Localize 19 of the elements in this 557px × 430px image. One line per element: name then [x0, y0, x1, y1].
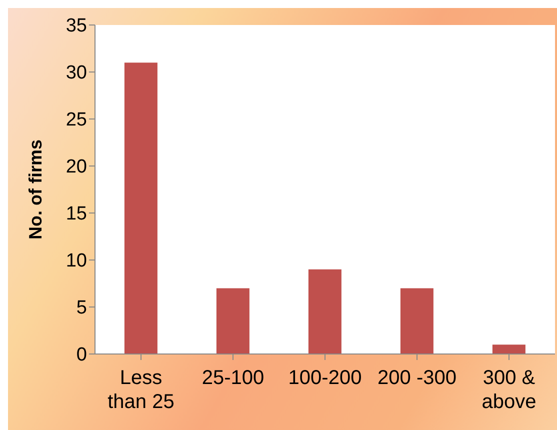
bar: [216, 288, 250, 354]
y-tick-label: 15: [66, 204, 87, 225]
bar: [124, 62, 158, 354]
y-tick-label: 5: [76, 298, 87, 319]
y-tick-label: 25: [66, 110, 87, 131]
x-tick-label: 300 & above: [482, 367, 536, 413]
bar: [308, 269, 342, 354]
y-tick-label: 35: [66, 16, 87, 37]
y-axis-title: No. of firms: [25, 139, 46, 240]
y-tick-label: 30: [66, 62, 87, 84]
x-tick-label: 200 -300: [378, 367, 456, 389]
y-tick-label: 10: [66, 250, 87, 272]
x-tick-label: Less than 25: [108, 367, 174, 413]
x-tick-label: 100-200: [288, 367, 362, 389]
x-tick-label: 25-100: [202, 367, 264, 389]
y-tick-label: 0: [76, 344, 87, 366]
y-tick-label: 20: [66, 156, 87, 178]
bar: [492, 344, 526, 354]
bar: [400, 288, 434, 354]
